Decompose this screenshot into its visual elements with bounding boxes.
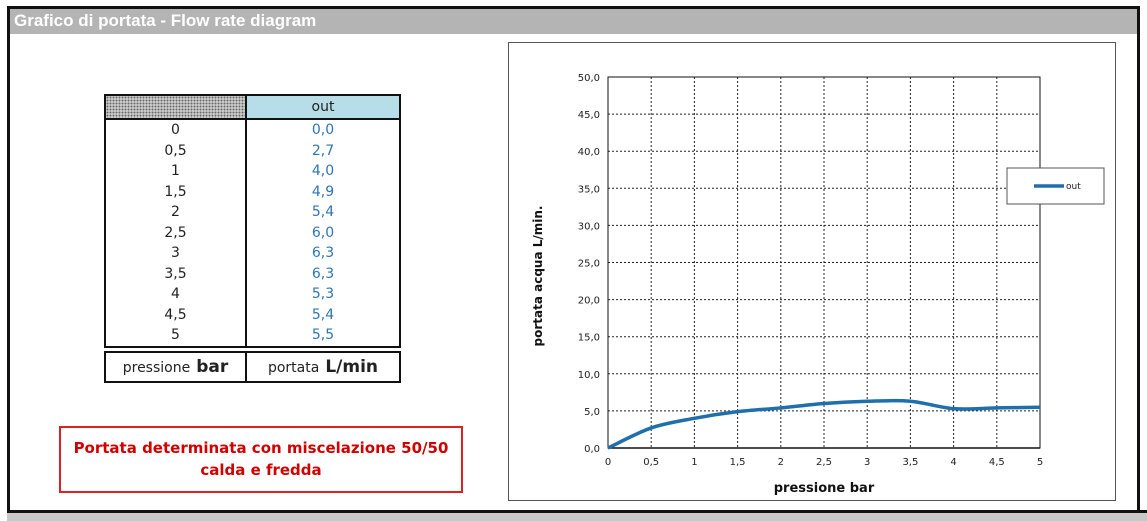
y-tick-label: 10,0 [578, 370, 600, 381]
x-tick-label: 4,5 [989, 457, 1005, 468]
x-tick-label: 2,5 [816, 457, 832, 468]
x-tick-label: 0,5 [643, 457, 659, 468]
legend-label: out [1066, 182, 1081, 192]
x-tick-label: 3,5 [902, 457, 918, 468]
y-tick-label: 20,0 [578, 296, 600, 307]
x-tick-label: 2 [778, 457, 784, 468]
y-tick-label: 30,0 [578, 221, 600, 232]
y-tick-label: 25,0 [578, 259, 600, 270]
x-tick-label: 1,5 [730, 457, 746, 468]
x-tick-label: 5 [1037, 457, 1043, 468]
y-tick-label: 35,0 [578, 184, 600, 195]
x-axis-label: pressione bar [774, 481, 875, 496]
x-tick-label: 0 [605, 457, 611, 468]
y-tick-label: 45,0 [578, 110, 600, 121]
y-tick-label: 5,0 [584, 407, 600, 418]
y-tick-label: 15,0 [578, 333, 600, 344]
series-line-out [608, 401, 1040, 448]
x-tick-label: 1 [691, 457, 697, 468]
x-tick-label: 4 [950, 457, 956, 468]
y-axis-label: portata acqua L/min. [531, 206, 545, 347]
y-tick-label: 0,0 [584, 444, 600, 455]
x-tick-label: 3 [864, 457, 870, 468]
y-tick-label: 50,0 [578, 73, 600, 84]
y-tick-label: 40,0 [578, 147, 600, 158]
